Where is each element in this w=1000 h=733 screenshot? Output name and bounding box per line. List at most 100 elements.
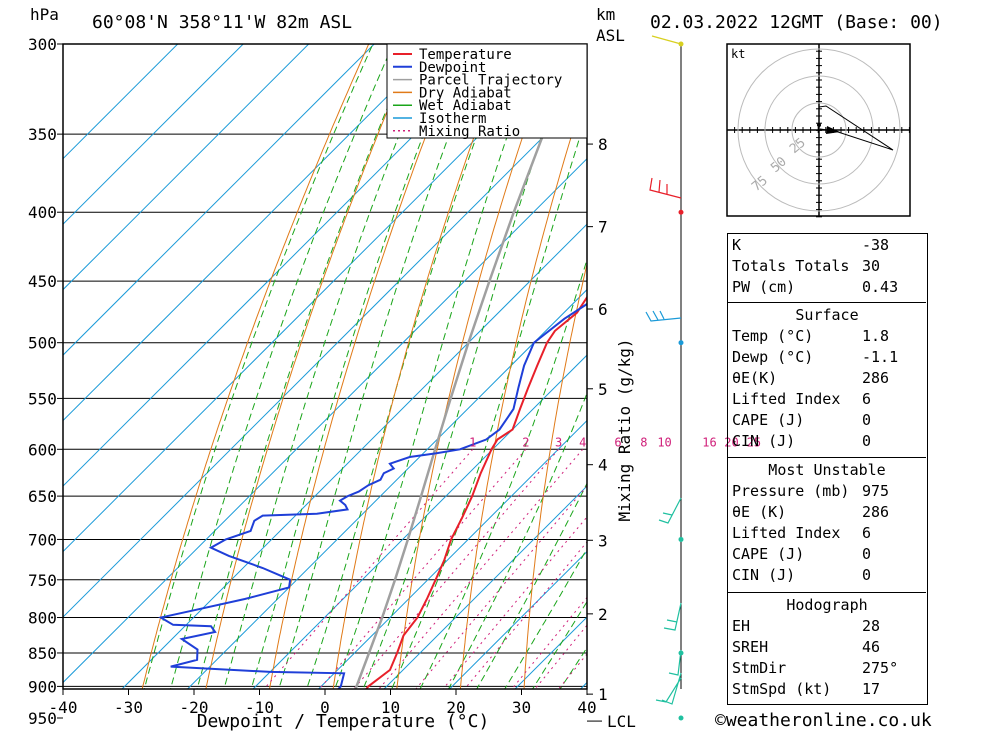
index-row: SREH 46 <box>728 637 926 658</box>
wet-adiabat-line <box>223 44 437 689</box>
km-tick-label: 3 <box>598 531 608 550</box>
hpa-axis-title: hPa <box>30 5 59 24</box>
pressure-tick-label: 500 <box>28 334 57 353</box>
isotherm-line <box>63 44 572 553</box>
mixing-ratio-label: 6 <box>614 435 621 449</box>
pressure-tick-label: 950 <box>28 709 57 728</box>
index-label: CAPE (J) <box>732 545 805 563</box>
divider <box>727 302 926 303</box>
mixing-ratio-line <box>318 448 527 689</box>
index-label: PW (cm) <box>732 278 796 296</box>
mixing-ratio-line <box>263 448 474 689</box>
index-row: StmDir 275° <box>728 658 926 679</box>
index-value: 0 <box>862 566 872 584</box>
wind-level-dot <box>678 209 684 215</box>
indices-top-table: K -38 Totals Totals 30 PW (cm) 0.43 <box>728 235 926 298</box>
index-label: StmDir <box>732 659 787 677</box>
wind-level-dot <box>678 536 684 542</box>
parcel-trajectory-line <box>354 44 582 689</box>
pressure-tick-label: 800 <box>28 609 57 628</box>
mixing-ratio-label: 25 <box>747 435 761 449</box>
dry-adiabat-line <box>946 44 981 733</box>
wet-adiabat-line <box>447 392 587 689</box>
pressure-tick-label: 650 <box>28 487 57 506</box>
plot-frame <box>62 43 588 690</box>
index-value: 17 <box>862 680 881 698</box>
index-label: Pressure (mb) <box>732 482 850 500</box>
pressure-tick-label: 300 <box>28 35 57 54</box>
index-row: CIN (J) 0 <box>728 431 926 452</box>
isotherm-line <box>63 44 506 487</box>
x-tick-label: -40 <box>49 698 78 717</box>
km-tick-label: 4 <box>598 456 608 475</box>
divider <box>727 592 926 593</box>
legend-label: Mixing Ratio <box>419 124 520 140</box>
index-value: 6 <box>862 390 872 408</box>
wet-adiabat-line <box>196 44 415 689</box>
index-label: StmSpd (kt) <box>732 680 832 698</box>
isotherm-line <box>448 550 587 689</box>
x-tick-label: 20 <box>446 698 465 717</box>
index-value: 286 <box>862 503 890 521</box>
pressure-tick-label: 400 <box>28 203 57 222</box>
credit-link[interactable]: ©weatheronline.co.uk <box>715 710 932 731</box>
index-value: 975 <box>862 482 890 500</box>
x-tick-label: 40 <box>577 698 596 717</box>
index-row: EH 28 <box>728 616 926 637</box>
wet-adiabat-line <box>362 44 574 689</box>
index-value: 0 <box>862 545 872 563</box>
index-row: CAPE (J) 0 <box>728 544 926 565</box>
km-tick-label: 7 <box>598 218 608 237</box>
pressure-tick-label: 850 <box>28 644 57 663</box>
index-row: Dewp (°C) -1.1 <box>728 347 926 368</box>
mixing-ratio-label: 1 <box>469 435 476 449</box>
x-tick-label: -30 <box>114 698 143 717</box>
pressure-tick-label: 900 <box>28 677 57 696</box>
km-tick-label: 1 <box>598 685 608 704</box>
mixing-ratio-label: 8 <box>640 435 647 449</box>
index-row: CAPE (J) 0 <box>728 410 926 431</box>
wet-adiabat-line <box>278 44 485 689</box>
indices-panel <box>727 233 928 705</box>
isotherm-line <box>63 44 179 160</box>
x-tick-label: -20 <box>180 698 209 717</box>
x-tick-label: -10 <box>245 698 274 717</box>
index-row: K -38 <box>728 235 926 256</box>
wind-level-dot <box>678 340 684 346</box>
hodo-unit-label: kt <box>731 47 745 61</box>
index-row: PW (cm) 0.43 <box>728 277 926 298</box>
dry-adiabat-line <box>269 44 463 689</box>
legend-label: Dewpoint <box>419 60 486 76</box>
index-row: θE(K) 286 <box>728 368 926 389</box>
km-tick-label: 5 <box>598 380 608 399</box>
dry-adiabat-line <box>332 44 509 689</box>
hodo-origin <box>817 123 821 127</box>
index-label: Lifted Index <box>732 524 841 542</box>
index-label: θE(K) <box>732 369 778 387</box>
mixing-ratio-label: 16 <box>702 435 716 449</box>
index-row: Lifted Index 6 <box>728 389 926 410</box>
isotherm-line <box>63 44 244 225</box>
isotherm-line <box>186 288 587 689</box>
index-value: -1.1 <box>862 348 899 366</box>
index-value: 0.43 <box>862 278 899 296</box>
location-title: 60°08'N 358°11'W 82m ASL <box>92 12 353 33</box>
mixing-ratio-line <box>415 485 587 689</box>
wet-adiabat-line <box>306 44 511 689</box>
temperature-series-line <box>365 295 587 689</box>
hodo-ring <box>737 48 901 212</box>
index-value: 1.8 <box>862 327 890 345</box>
index-label: CIN (J) <box>732 566 796 584</box>
wet-adiabat-line <box>250 44 460 689</box>
legend-label: Wet Adiabat <box>419 98 512 114</box>
index-label: Dewp (°C) <box>732 348 814 366</box>
km-axis-title: km <box>596 5 616 24</box>
index-label: Totals Totals <box>732 257 850 275</box>
storm-motion-arrow <box>826 126 840 134</box>
index-row: CIN (J) 0 <box>728 565 926 586</box>
index-value: 46 <box>862 638 881 656</box>
x-tick-label: 30 <box>512 698 531 717</box>
most-unstable-title: Most Unstable <box>768 461 886 479</box>
